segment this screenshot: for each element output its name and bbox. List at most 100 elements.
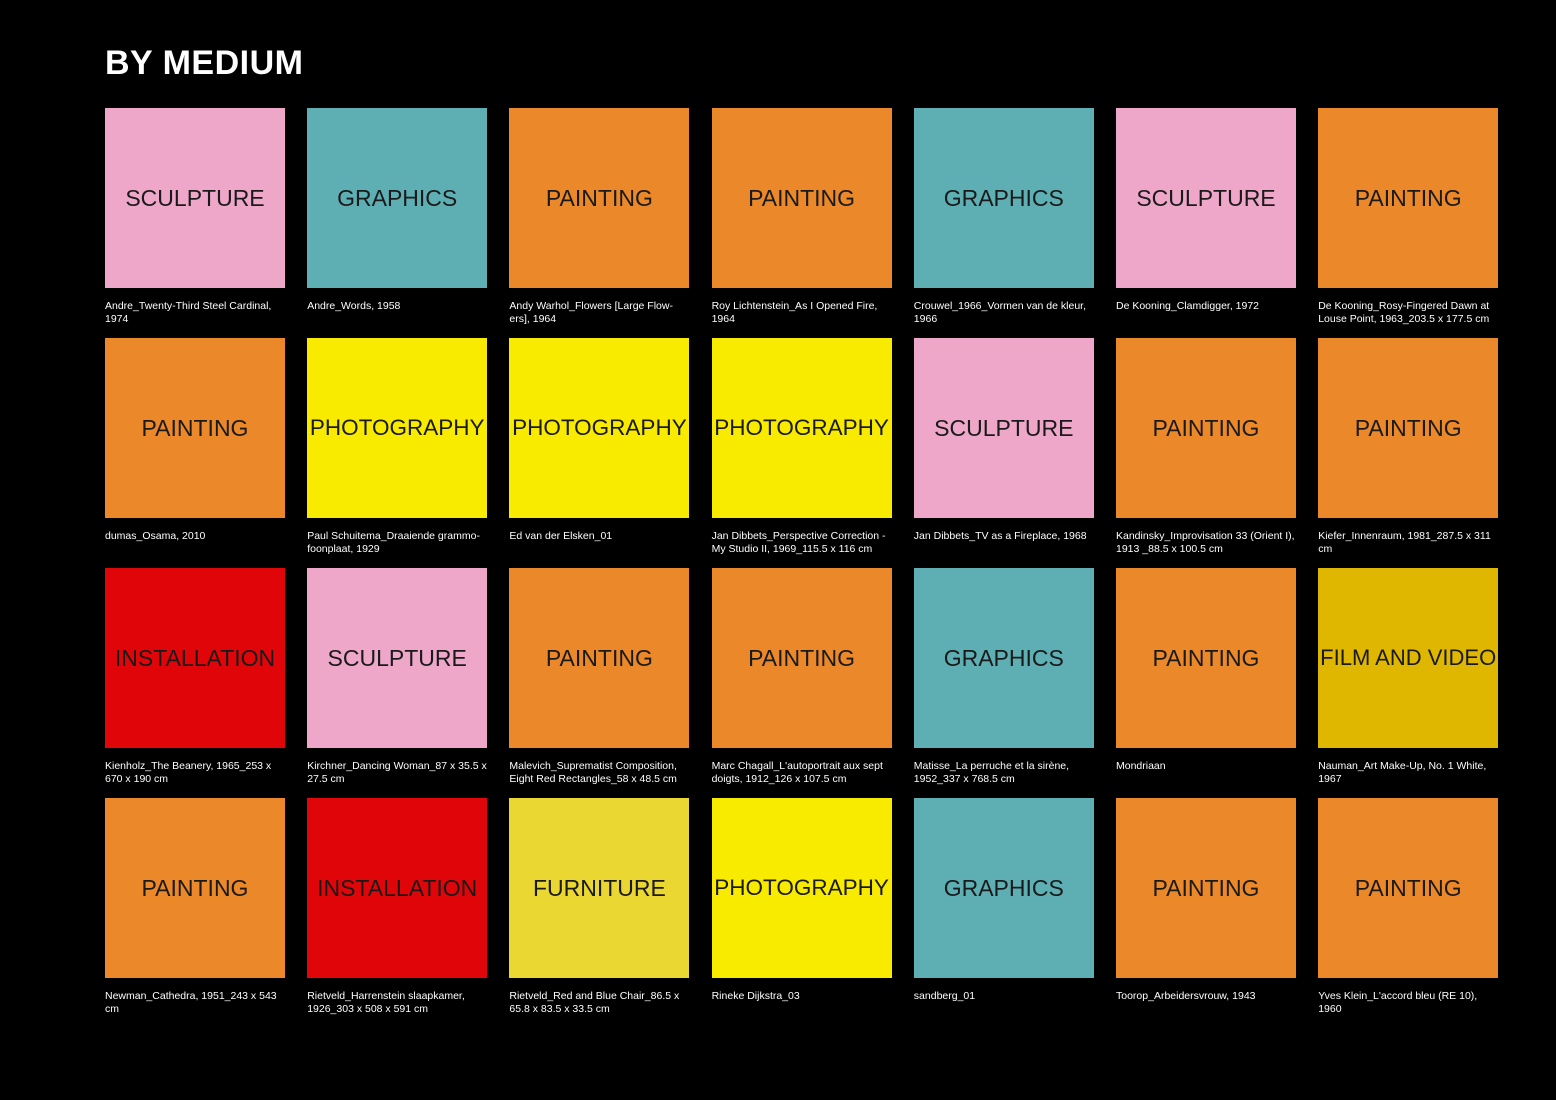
medium-swatch: PAINTING bbox=[105, 798, 285, 978]
medium-tile: PAINTING Newman_Cathedra, 1951_243 x 543 … bbox=[105, 798, 285, 1016]
medium-tile: FILM AND VIDEO Nauman_Art Make-Up, No. 1 … bbox=[1318, 568, 1499, 786]
page-title: BY MEDIUM bbox=[105, 44, 304, 82]
medium-label: PHOTOGRAPHY bbox=[309, 415, 485, 440]
artwork-caption: Toorop_Arbeidersvrouw, 1943 bbox=[1116, 990, 1256, 1002]
artwork-caption: dumas_Osama, 2010 bbox=[105, 530, 206, 542]
medium-tile: PAINTING Kandinsky_Improvisation 33 (Orie… bbox=[1116, 338, 1296, 556]
artwork-caption: Newman_Cathedra, 1951_243 x 543 cm bbox=[105, 990, 277, 1015]
medium-swatch: PAINTING bbox=[1116, 798, 1296, 978]
artwork-caption: Crouwel_1966_Vormen van de kleur, 1966 bbox=[913, 300, 1086, 325]
artwork-caption: Rineke Dijkstra_03 bbox=[711, 990, 800, 1002]
medium-swatch: SCULPTURE bbox=[913, 338, 1094, 518]
artwork-caption: De Kooning_Rosy-Fingered Dawn at Louse P… bbox=[1318, 300, 1490, 325]
medium-label: INSTALLATION bbox=[114, 644, 276, 671]
artwork-caption: Yves Klein_L'accord bleu (RE 10), 1960 bbox=[1318, 990, 1478, 1015]
artwork-caption: Jan Dibbets_Perspective Correction - My … bbox=[711, 530, 886, 555]
medium-tile: PAINTING Roy Lichtenstein_As I Opened Fir… bbox=[711, 108, 892, 326]
medium-tile: PAINTING Toorop_Arbeidersvrouw, 1943 bbox=[1116, 798, 1296, 1003]
medium-label: INSTALLATION bbox=[317, 874, 478, 901]
medium-swatch: PAINTING bbox=[1318, 798, 1499, 978]
artwork-caption: Kirchner_Dancing Woman_87 x 35.5 x 27.5 … bbox=[307, 760, 487, 785]
medium-label: PAINTING bbox=[1152, 414, 1260, 441]
medium-tile: PAINTING dumas_Osama, 2010 bbox=[105, 338, 285, 543]
medium-swatch: PAINTING bbox=[711, 568, 892, 748]
medium-label: SCULPTURE bbox=[1136, 184, 1276, 211]
medium-swatch: PAINTING bbox=[509, 108, 690, 288]
medium-label: PHOTOGRAPHY bbox=[512, 415, 687, 440]
medium-tile: PAINTING Malevich_Suprematist Composition… bbox=[509, 568, 690, 786]
artwork-caption: Andre_Twenty-Third Steel Cardinal, 1974 bbox=[105, 300, 272, 325]
medium-grid: SCULPTURE Andre_Twenty-Third Steel Cardin… bbox=[105, 108, 1499, 1028]
medium-swatch: INSTALLATION bbox=[105, 568, 285, 748]
artwork-caption: Andy Warhol_Flowers [Large Flow- ers], 1… bbox=[509, 300, 673, 325]
artwork-caption: Rietveld_Red and Blue Chair_86.5 x 65.8 … bbox=[509, 990, 680, 1015]
medium-swatch: PHOTOGRAPHY bbox=[711, 338, 892, 518]
artwork-caption: Nauman_Art Make-Up, No. 1 White, 1967 bbox=[1318, 760, 1487, 785]
medium-label: PAINTING bbox=[748, 644, 856, 671]
artwork-caption: Kandinsky_Improvisation 33 (Orient I), 1… bbox=[1116, 530, 1295, 555]
medium-swatch: SCULPTURE bbox=[105, 108, 285, 288]
medium-tile: GRAPHICS Crouwel_1966_Vormen van de kleur… bbox=[913, 108, 1094, 326]
medium-swatch: PAINTING bbox=[1116, 338, 1296, 518]
medium-tile: GRAPHICS sandberg_01 bbox=[913, 798, 1094, 1003]
medium-tile: PHOTOGRAPHY Jan Dibbets_Perspective Corre… bbox=[711, 338, 892, 556]
medium-tile: PAINTING Yves Klein_L'accord bleu (RE 10)… bbox=[1318, 798, 1499, 1016]
medium-label: SCULPTURE bbox=[934, 414, 1074, 441]
artwork-caption: Mondriaan bbox=[1116, 760, 1166, 772]
artwork-caption: Kienholz_The Beanery, 1965_253 x 670 x 1… bbox=[105, 760, 272, 785]
medium-label: PAINTING bbox=[1152, 874, 1260, 901]
medium-swatch: PHOTOGRAPHY bbox=[307, 338, 488, 518]
medium-label: PAINTING bbox=[1152, 644, 1260, 671]
artwork-caption: Rietveld_Harrenstein slaapkamer, 1926_30… bbox=[307, 990, 465, 1015]
medium-swatch: PHOTOGRAPHY bbox=[711, 798, 892, 978]
medium-label: PAINTING bbox=[1354, 184, 1462, 211]
artwork-caption: De Kooning_Clamdigger, 1972 bbox=[1116, 300, 1260, 312]
medium-label: PAINTING bbox=[545, 644, 653, 671]
medium-swatch: PAINTING bbox=[509, 568, 690, 748]
medium-swatch: SCULPTURE bbox=[1116, 108, 1296, 288]
medium-tile: PAINTING De Kooning_Rosy-Fingered Dawn at… bbox=[1318, 108, 1499, 326]
artwork-caption: Ed van der Elsken_01 bbox=[509, 530, 613, 542]
medium-tile: PAINTING Kiefer_Innenraum, 1981_287.5 x 3… bbox=[1318, 338, 1499, 556]
medium-tile: FURNITURE Rietveld_Red and Blue Chair_86.… bbox=[509, 798, 690, 1016]
medium-swatch: GRAPHICS bbox=[307, 108, 488, 288]
medium-label: PAINTING bbox=[545, 184, 653, 211]
artwork-caption: Marc Chagall_L'autoportrait aux sept doi… bbox=[711, 760, 883, 785]
medium-label: GRAPHICS bbox=[337, 184, 458, 211]
medium-label: FILM AND VIDEO bbox=[1320, 645, 1497, 670]
medium-tile: INSTALLATION Rietveld_Harrenstein slaapka… bbox=[307, 798, 488, 1016]
medium-tile: PHOTOGRAPHY Paul Schuitema_Draaiende gram… bbox=[307, 338, 488, 556]
medium-swatch: INSTALLATION bbox=[307, 798, 488, 978]
medium-swatch: PAINTING bbox=[711, 108, 892, 288]
medium-label: GRAPHICS bbox=[943, 874, 1064, 901]
medium-tile: PAINTING Mondriaan bbox=[1116, 568, 1296, 773]
medium-label: GRAPHICS bbox=[943, 184, 1064, 211]
medium-swatch: PAINTING bbox=[105, 338, 285, 518]
artwork-caption: sandberg_01 bbox=[913, 990, 976, 1002]
medium-swatch: GRAPHICS bbox=[913, 798, 1094, 978]
artwork-caption: Jan Dibbets_TV as a Fireplace, 1968 bbox=[913, 530, 1087, 542]
medium-tile: SCULPTURE De Kooning_Clamdigger, 1972 bbox=[1116, 108, 1296, 313]
medium-label: FURNITURE bbox=[532, 874, 666, 901]
medium-tile: SCULPTURE Jan Dibbets_TV as a Fireplace, … bbox=[913, 338, 1094, 543]
medium-label: PAINTING bbox=[141, 874, 249, 901]
medium-label: SCULPTURE bbox=[327, 644, 467, 671]
medium-tile: SCULPTURE Andre_Twenty-Third Steel Cardin… bbox=[105, 108, 285, 326]
medium-tile: PAINTING Andy Warhol_Flowers [Large Flow-… bbox=[509, 108, 690, 326]
medium-tile: GRAPHICS Andre_Words, 1958 bbox=[307, 108, 488, 313]
medium-label: PAINTING bbox=[748, 184, 856, 211]
medium-label: PAINTING bbox=[1354, 874, 1462, 901]
medium-swatch: PAINTING bbox=[1318, 108, 1499, 288]
medium-label: GRAPHICS bbox=[943, 644, 1064, 671]
medium-tile: PAINTING Marc Chagall_L'autoportrait aux … bbox=[711, 568, 892, 786]
medium-swatch: PAINTING bbox=[1318, 338, 1499, 518]
medium-swatch: GRAPHICS bbox=[913, 108, 1094, 288]
medium-swatch: SCULPTURE bbox=[307, 568, 488, 748]
artwork-caption: Malevich_Suprematist Composition, Eight … bbox=[509, 760, 677, 785]
medium-tile: GRAPHICS Matisse_La perruche et la sirène… bbox=[913, 568, 1094, 786]
medium-swatch: FURNITURE bbox=[509, 798, 690, 978]
artwork-caption: Roy Lichtenstein_As I Opened Fire, 1964 bbox=[711, 300, 878, 325]
medium-label: PAINTING bbox=[141, 414, 249, 441]
medium-swatch: GRAPHICS bbox=[913, 568, 1094, 748]
medium-swatch: PAINTING bbox=[1116, 568, 1296, 748]
